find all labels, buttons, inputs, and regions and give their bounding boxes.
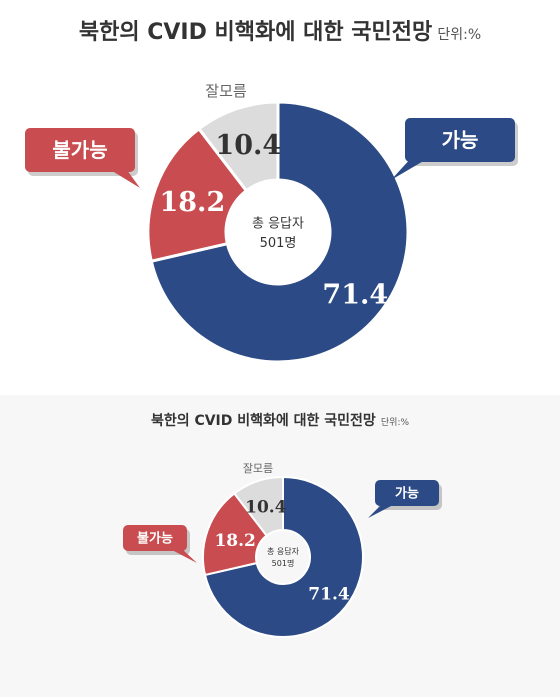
chart-title-row: 북한의 CVID 비핵화에 대한 국민전망 단위:% <box>0 410 560 430</box>
center-label-0: 총 응답자 <box>267 546 300 556</box>
unit-label: 단위:% <box>380 418 410 428</box>
outside-label-dont-know: 잘모름 <box>205 82 247 100</box>
data-label-2: 10.4 <box>215 130 281 161</box>
unit-label: 단위:% <box>437 27 482 43</box>
callout-possible-label: 가능 <box>395 487 419 502</box>
chart-panel-secondary: 북한의 CVID 비핵화에 대한 국민전망 단위:% 71.4 18.2 10.4 총… <box>0 395 560 697</box>
donut-slice-1 <box>202 492 268 577</box>
donut-slice-1 <box>146 126 249 263</box>
callout-possible-tail <box>368 504 395 518</box>
callout-impossible: 불가능 <box>25 128 140 188</box>
outside-label-dont-know: 잘모름 <box>243 462 273 475</box>
callout-possible-label: 가능 <box>442 128 479 152</box>
data-label-1: 18.2 <box>159 187 225 218</box>
callout-possible: 가능 <box>368 480 442 518</box>
callout-impossible-tail <box>170 549 197 563</box>
chart-title: 북한의 CVID 비핵화에 대한 국민전망 <box>150 413 376 429</box>
callout-possible-box <box>405 118 515 162</box>
callout-impossible: 불가능 <box>123 525 197 563</box>
chart-title: 북한의 CVID 비핵화에 대한 국민전망 <box>78 20 433 45</box>
donut-slice-0 <box>203 475 364 638</box>
callout-impossible-label: 불가능 <box>137 532 173 547</box>
data-label-0: 71.4 <box>322 279 388 310</box>
chart-title-row: 북한의 CVID 비핵화에 대한 국민전망 단위:% <box>0 14 560 46</box>
donut-slice-0 <box>149 100 410 364</box>
data-label-1: 18.2 <box>214 531 255 551</box>
center-label-1: 501명 <box>260 236 297 251</box>
data-label-2: 10.4 <box>245 497 287 517</box>
callout-impossible-box <box>123 525 187 551</box>
center-label-0: 총 응답자 <box>252 216 304 231</box>
center-label-1: 501명 <box>272 558 295 568</box>
donut-slice-2 <box>196 100 280 193</box>
callout-impossible-label: 불가능 <box>52 138 107 162</box>
callout-possible: 가능 <box>391 118 518 180</box>
callout-possible-box <box>375 480 439 506</box>
chart-panel-main: 북한의 CVID 비핵화에 대한 국민전망 단위:% 71.4 18.2 10.4 총… <box>0 14 560 364</box>
callout-impossible-box <box>25 128 135 172</box>
donut-slice-2 <box>232 475 284 537</box>
data-label-0: 71.4 <box>308 585 350 605</box>
